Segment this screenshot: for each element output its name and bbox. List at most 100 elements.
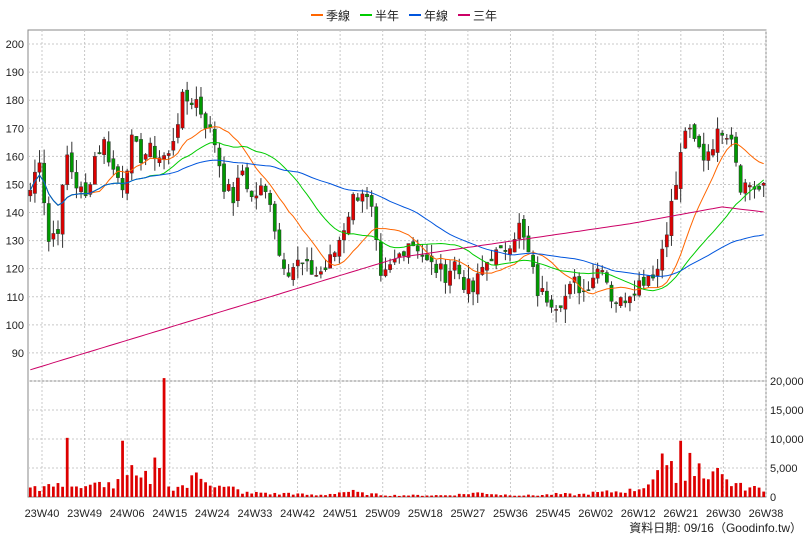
volume-bar: [204, 482, 207, 497]
candle-body: [535, 264, 540, 296]
x-tick-label: 23W49: [67, 508, 102, 520]
x-tick-label: 25W27: [450, 508, 485, 520]
volume-bar: [439, 495, 443, 497]
candle-body: [747, 185, 752, 188]
volume-bar: [241, 493, 244, 497]
candle-body: [475, 273, 480, 295]
volume-bar: [725, 479, 729, 497]
candle-body: [586, 289, 591, 291]
volume-bar: [250, 493, 254, 497]
volume-bar: [674, 482, 678, 497]
volume-bar: [536, 495, 540, 497]
volume-bar: [277, 494, 281, 497]
candle-body: [383, 269, 388, 277]
candle-body: [212, 129, 217, 146]
volume-bar: [587, 494, 590, 497]
candle-body: [618, 297, 623, 306]
candle-body: [240, 170, 245, 176]
candle-body: [402, 251, 406, 256]
volume-bar: [411, 494, 415, 497]
volume-bar: [716, 468, 719, 497]
volume-bar: [208, 485, 212, 497]
volume-bar: [301, 493, 304, 497]
volume-bar: [98, 481, 101, 497]
volume-bar: [600, 491, 604, 497]
x-tick-label: 26W21: [663, 508, 698, 520]
candle-body: [171, 141, 176, 151]
candle-body: [457, 264, 462, 275]
volume-bar: [485, 494, 489, 497]
candle-body: [462, 277, 466, 290]
x-tick-label: 24W06: [110, 508, 145, 520]
volume-bar: [656, 470, 659, 497]
volume-bar: [605, 490, 609, 497]
legend-item: 半年: [359, 7, 399, 24]
volume-bar: [167, 486, 171, 497]
volume-bar: [319, 494, 323, 497]
candle-body: [540, 288, 545, 293]
volume-bar: [75, 486, 78, 497]
price-tick-label: 120: [6, 264, 24, 276]
volume-bar: [471, 492, 475, 497]
candle-body: [554, 309, 558, 311]
price-tick-label: 130: [6, 236, 24, 248]
candle-body: [720, 132, 725, 136]
candle-body: [93, 156, 97, 185]
candle-body: [268, 193, 273, 205]
candle-body: [120, 178, 125, 191]
volume-bar: [287, 492, 290, 497]
volume-bar: [434, 495, 438, 497]
candle-body: [69, 152, 74, 173]
volume-bar: [453, 495, 457, 497]
candle-body: [74, 172, 79, 189]
volume-bar: [651, 479, 655, 497]
candle-body: [88, 184, 93, 195]
volume-bar: [610, 492, 613, 497]
candle-body: [263, 185, 268, 192]
candle-body: [508, 248, 512, 256]
candle-body: [323, 267, 328, 270]
candle-body: [203, 113, 208, 129]
candle-body: [498, 245, 503, 249]
candle-body: [378, 241, 383, 276]
candle-body: [549, 299, 554, 308]
volume-tick-label: 5,000: [770, 463, 798, 475]
volume-bar: [499, 495, 503, 497]
candle-body: [199, 96, 203, 115]
candle-body: [222, 163, 226, 192]
volume-bar: [273, 492, 277, 497]
volume-bar: [591, 491, 595, 497]
candle-body: [660, 248, 665, 271]
candle-body: [605, 272, 609, 283]
volume-bar: [79, 488, 83, 497]
x-tick-label: 26W02: [578, 508, 613, 520]
volume-bar: [457, 493, 461, 497]
volume-bar: [158, 468, 161, 497]
candle-body: [83, 182, 88, 197]
candle-body: [360, 193, 365, 202]
volume-bar: [328, 493, 332, 497]
candle-body: [332, 252, 337, 257]
x-tick-label: 24W42: [280, 508, 315, 520]
candle-body: [56, 229, 60, 234]
x-tick-label: 24W51: [323, 508, 358, 520]
legend-swatch: [458, 14, 471, 16]
candle-body: [438, 263, 443, 270]
candle-body: [415, 245, 420, 252]
legend-item: 年線: [409, 7, 448, 24]
candle-body: [517, 222, 522, 240]
x-tick-label: 26W38: [749, 508, 784, 520]
volume-bar: [65, 437, 69, 497]
volume-bar: [563, 492, 567, 497]
candle-body: [489, 258, 494, 262]
volume-bar: [356, 491, 360, 497]
volume-bar: [522, 495, 526, 497]
candle-body: [558, 305, 563, 308]
candle-body: [678, 152, 683, 189]
volume-bar: [88, 484, 92, 497]
candle-body: [309, 260, 314, 275]
candle-body: [595, 268, 600, 279]
candle-body: [471, 280, 475, 293]
candle-body: [664, 234, 669, 248]
volume-bar: [476, 492, 480, 497]
